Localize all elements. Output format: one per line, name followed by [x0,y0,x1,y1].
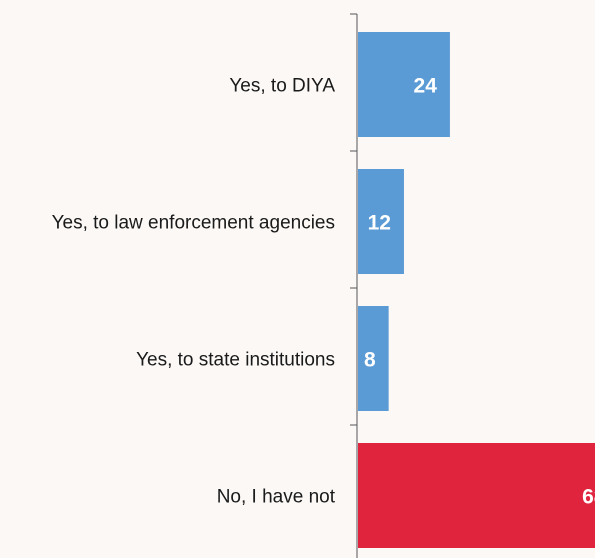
category-label: Yes, to DIYA [229,76,335,97]
value-label: 68 [582,486,595,509]
bar [358,306,389,411]
category-label: No, I have not [217,487,336,508]
category-label: Yes, to law enforcement agencies [52,213,335,234]
value-label: 24 [414,75,438,98]
category-label: Yes, to state institutions [136,350,335,371]
value-label: 8 [364,349,376,372]
bar [358,32,450,137]
bar [358,169,404,274]
value-label: 12 [368,212,391,235]
bar [358,443,595,548]
